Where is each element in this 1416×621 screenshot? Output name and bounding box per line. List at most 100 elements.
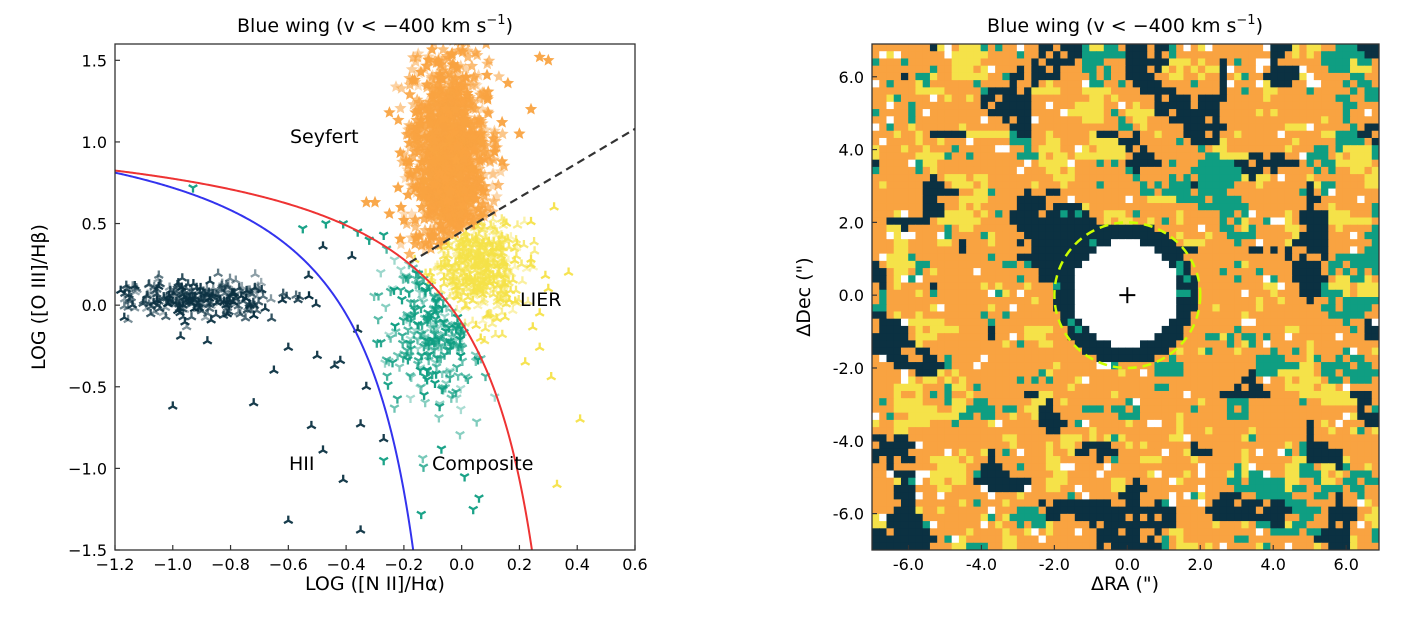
seyfert-point bbox=[433, 167, 447, 179]
bpt-y-ticks: −1.5−1.0−0.50.00.51.01.5 bbox=[68, 51, 120, 560]
map-pixel-hii bbox=[1125, 72, 1134, 81]
map-pixel-seyfert bbox=[1016, 145, 1025, 153]
map-pixel-seyfert bbox=[1270, 260, 1279, 269]
map-pixel-masked bbox=[1147, 282, 1155, 291]
map-pixel-seyfert bbox=[886, 239, 895, 247]
map-pixel-lier bbox=[1176, 72, 1184, 81]
map-pixel-hii bbox=[929, 174, 938, 182]
map-pixel-seyfert bbox=[1002, 203, 1011, 211]
map-pixel-composite bbox=[1139, 181, 1148, 190]
map-pixel-hii bbox=[1248, 152, 1257, 161]
map-pixel-masked bbox=[1263, 275, 1271, 284]
map-pixel-seyfert bbox=[1255, 217, 1264, 226]
map-pixel-hii bbox=[1067, 239, 1076, 247]
map-pixel-composite bbox=[1205, 188, 1213, 197]
map-pixel-hii bbox=[1313, 210, 1322, 218]
lier-point bbox=[487, 253, 498, 263]
hii-point bbox=[329, 360, 340, 370]
map-pixel-hii bbox=[879, 268, 887, 276]
seyfert-point bbox=[403, 247, 416, 260]
composite-point bbox=[417, 454, 428, 464]
map-pixel-lier bbox=[944, 239, 953, 247]
map-pixel-hii bbox=[987, 94, 996, 103]
map-pixel-seyfert bbox=[1212, 58, 1221, 67]
map-pixel-composite bbox=[1074, 210, 1083, 218]
composite-point bbox=[418, 298, 429, 307]
map-pixel-seyfert bbox=[1299, 181, 1308, 190]
lier-point bbox=[498, 220, 509, 230]
map-pixel-masked bbox=[1132, 297, 1141, 305]
map-pixel-seyfert bbox=[1205, 145, 1213, 153]
map-pixel-composite bbox=[929, 289, 938, 298]
map-pixel-lier bbox=[1190, 239, 1199, 247]
map-pixel-seyfert bbox=[1263, 239, 1271, 247]
map-pixel-seyfert bbox=[980, 268, 989, 276]
map-pixel-seyfert bbox=[1103, 174, 1112, 182]
map-pixel-seyfert bbox=[1190, 188, 1199, 197]
map-pixel-seyfert bbox=[908, 94, 916, 103]
map-pixel-seyfert bbox=[1205, 289, 1213, 298]
map-pixel-hii bbox=[1125, 231, 1134, 240]
map-pixel-seyfert bbox=[1082, 174, 1090, 182]
map-pixel-hii bbox=[1357, 44, 1366, 52]
map-pixel-seyfert bbox=[1074, 123, 1083, 132]
map-pixel-hii bbox=[1183, 109, 1192, 117]
hii-point bbox=[206, 315, 217, 324]
map-pixel-hii bbox=[1313, 231, 1322, 240]
map-pixel-seyfert bbox=[1263, 268, 1271, 276]
seyfert-point bbox=[474, 173, 487, 185]
map-pixel-seyfert bbox=[937, 80, 945, 88]
map-pixel-seyfert bbox=[1074, 188, 1083, 197]
map-pixel-lier bbox=[1241, 224, 1250, 233]
map-pixel-composite bbox=[995, 44, 1003, 52]
map-pixel-seyfert bbox=[1357, 231, 1366, 240]
seyfert-point bbox=[451, 140, 464, 153]
seyfert-point bbox=[430, 86, 443, 99]
map-pixel-seyfert bbox=[973, 282, 982, 291]
map-pixel-seyfert bbox=[1147, 65, 1155, 74]
seyfert-point bbox=[412, 66, 426, 79]
map-pixel-composite bbox=[1321, 159, 1329, 168]
map-pixel-seyfert bbox=[922, 231, 931, 240]
composite-point bbox=[413, 322, 424, 331]
map-pixel-seyfert bbox=[900, 51, 909, 59]
map-pixel-composite bbox=[1335, 65, 1344, 74]
map-pixel-seyfert bbox=[1270, 268, 1279, 276]
map-pixel-seyfert bbox=[1284, 116, 1293, 125]
map-pixel-lier bbox=[922, 159, 931, 168]
map-pixel-hii bbox=[1292, 268, 1300, 276]
map-pixel-lier bbox=[1335, 152, 1344, 161]
composite-point bbox=[430, 315, 441, 324]
map-pixel-seyfert bbox=[1335, 195, 1344, 204]
map-pixel-seyfert bbox=[879, 217, 887, 226]
seyfert-point bbox=[409, 181, 422, 194]
map-pixel-hii bbox=[1038, 44, 1047, 52]
map-pixel-hii bbox=[922, 203, 931, 211]
map-pixel-seyfert bbox=[995, 159, 1003, 168]
map-pixel-seyfert bbox=[1248, 195, 1257, 204]
map-pixel-seyfert bbox=[1089, 166, 1098, 175]
map-pixel-seyfert bbox=[1226, 72, 1235, 81]
map-pixel-seyfert bbox=[1024, 289, 1032, 298]
map-pixel-lier bbox=[872, 152, 880, 161]
map-pixel-seyfert bbox=[1016, 87, 1025, 96]
map-pixel-seyfert bbox=[1125, 116, 1134, 125]
map-pixel-masked bbox=[1255, 58, 1264, 67]
map-pixel-seyfert bbox=[900, 188, 909, 197]
map-pixel-hii bbox=[937, 130, 945, 139]
map-pixel-hii bbox=[1053, 203, 1061, 211]
map-pixel-seyfert bbox=[958, 260, 967, 269]
map-pixel-seyfert bbox=[1371, 130, 1379, 139]
map-pixel-masked bbox=[1016, 289, 1025, 298]
map-pixel-seyfert bbox=[1111, 195, 1119, 204]
map-pixel-seyfert bbox=[1350, 210, 1358, 218]
map-pixel-lier bbox=[1350, 65, 1358, 74]
map-pixel-seyfert bbox=[1118, 159, 1126, 168]
map-pixel-seyfert bbox=[937, 282, 945, 291]
map-pixel-seyfert bbox=[1234, 210, 1242, 218]
map-pixel-seyfert bbox=[1241, 123, 1250, 132]
map-pixel-seyfert bbox=[1219, 289, 1228, 298]
map-pixel-composite bbox=[1089, 58, 1098, 67]
map-pixel-seyfert bbox=[1284, 231, 1293, 240]
map-pixel-lier bbox=[1342, 145, 1351, 153]
